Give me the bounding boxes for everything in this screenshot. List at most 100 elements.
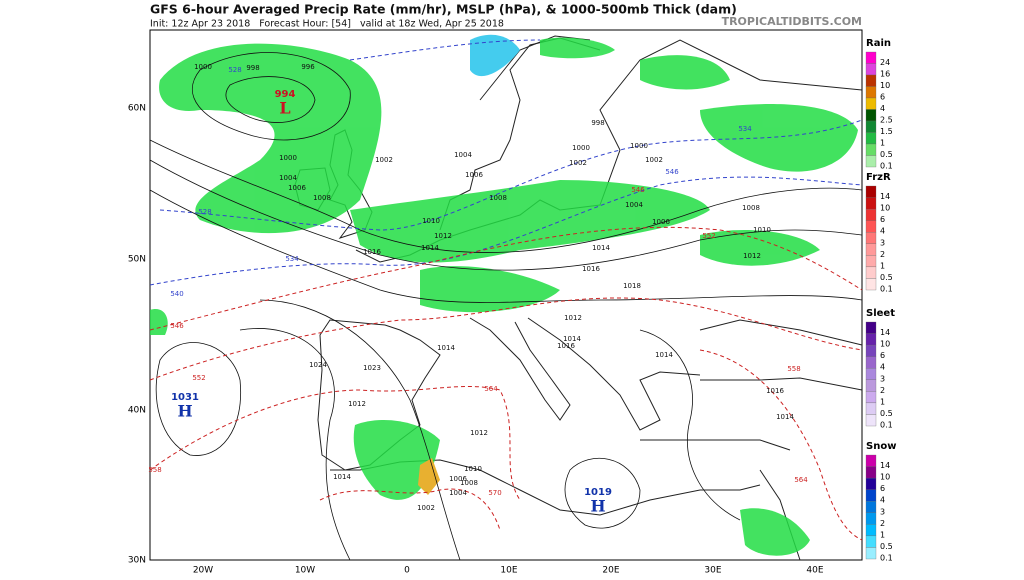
isobar-label: 1012 bbox=[470, 429, 488, 437]
isobar-label: 1006 bbox=[652, 218, 670, 226]
lat-label: 40N bbox=[128, 406, 146, 416]
legend-swatch bbox=[865, 143, 877, 156]
center-pressure: 994 bbox=[275, 89, 296, 100]
legend-tick: 14 bbox=[880, 192, 890, 201]
legend-title: Snow bbox=[866, 441, 896, 452]
legend-tick: 6 bbox=[880, 484, 885, 493]
legend-tick: 16 bbox=[880, 70, 890, 79]
isobar-label: 1000 bbox=[279, 154, 297, 162]
isobar-label: 1010 bbox=[753, 226, 771, 234]
legend-tick: 3 bbox=[880, 238, 885, 247]
thickness-lines bbox=[149, 39, 863, 541]
lon-label: 20E bbox=[602, 566, 619, 576]
thickness-label: 558 bbox=[148, 466, 161, 474]
lon-label: 20W bbox=[193, 566, 213, 576]
isobar-label: 1014 bbox=[333, 473, 351, 481]
thickness-label: 570 bbox=[488, 489, 501, 497]
legend-swatch bbox=[865, 321, 877, 334]
legend-tick: 0.5 bbox=[880, 150, 893, 159]
thickness-label: 540 bbox=[170, 290, 183, 298]
legend-tick: 6 bbox=[880, 215, 885, 224]
legend-swatch bbox=[865, 120, 877, 133]
thickness-label: 534 bbox=[285, 255, 299, 263]
isobar-label: 1002 bbox=[569, 159, 587, 167]
thickness-label: 564 bbox=[484, 385, 498, 393]
legend-swatch bbox=[865, 489, 877, 502]
legend-swatch bbox=[865, 109, 877, 122]
isobar-label: 1012 bbox=[434, 232, 452, 240]
legend-swatch bbox=[865, 243, 877, 256]
isobar-label: 998 bbox=[591, 119, 604, 127]
legend-swatch bbox=[865, 86, 877, 99]
legend-tick: 14 bbox=[880, 461, 890, 470]
thickness-label: 558 bbox=[787, 365, 800, 373]
legend-swatch bbox=[865, 535, 877, 548]
map bbox=[149, 29, 863, 561]
lat-label: 60N bbox=[128, 104, 146, 114]
isobar-label: 1016 bbox=[363, 248, 381, 256]
isobar-label: 1014 bbox=[592, 244, 610, 252]
isobar-label: 1004 bbox=[449, 489, 467, 497]
legend-tick: 4 bbox=[880, 227, 885, 236]
axes: 60N 50N 40N 30N 20W 10W 0 10E 20E 30E 40E bbox=[128, 104, 824, 576]
legend-swatch bbox=[865, 132, 877, 145]
legend-swatch bbox=[865, 379, 877, 392]
legend-swatch bbox=[865, 197, 877, 210]
legend-tick: 10 bbox=[880, 204, 890, 213]
legend-tick: 4 bbox=[880, 104, 885, 113]
legend-tick: 10 bbox=[880, 473, 890, 482]
isobar-label: 1012 bbox=[348, 400, 366, 408]
title: GFS 6-hour Averaged Precip Rate (mm/hr),… bbox=[150, 2, 737, 17]
subtitle: Init: 12z Apr 23 2018 Forecast Hour: [54… bbox=[150, 19, 504, 30]
legend-swatch bbox=[865, 97, 877, 110]
legend-tick: 0.5 bbox=[880, 273, 893, 282]
legend-swatch bbox=[865, 185, 877, 198]
legend-swatch bbox=[865, 344, 877, 357]
thickness-label: 546 bbox=[631, 186, 645, 194]
isobar-label: 1014 bbox=[776, 413, 794, 421]
isobar-label: 1004 bbox=[625, 201, 643, 209]
legend: Rain241610642.51.510.50.1FrzR1410643210.… bbox=[865, 38, 896, 563]
center-pressure: 1031 bbox=[171, 392, 199, 403]
isobar-label: 1008 bbox=[742, 204, 760, 212]
heavy-precip bbox=[418, 458, 440, 495]
thickness-label: 528 bbox=[198, 208, 211, 216]
legend-tick: 10 bbox=[880, 340, 890, 349]
legend-tick: 2 bbox=[880, 386, 885, 395]
isobar-label: 1006 bbox=[288, 184, 306, 192]
legend-tick: 1 bbox=[880, 397, 885, 406]
legend-swatch bbox=[865, 255, 877, 268]
isobar-label: 1002 bbox=[375, 156, 393, 164]
lat-label: 30N bbox=[128, 556, 146, 566]
isobar-label: 1004 bbox=[279, 174, 297, 182]
lon-label: 10W bbox=[295, 566, 315, 576]
isobar-label: 1004 bbox=[454, 151, 472, 159]
legend-tick: 2 bbox=[880, 519, 885, 528]
isobar-label: 1014 bbox=[437, 344, 455, 352]
isobar-label: 1000 bbox=[572, 144, 590, 152]
legend-tick: 1 bbox=[880, 530, 885, 539]
legend-swatch bbox=[865, 232, 877, 244]
legend-swatch bbox=[865, 51, 877, 64]
legend-tick: 0.1 bbox=[880, 421, 893, 430]
isobar-label: 1000 bbox=[194, 63, 212, 71]
legend-tick: 1 bbox=[880, 139, 885, 148]
legend-tick: 0.1 bbox=[880, 162, 893, 171]
thickness-label: 546 bbox=[170, 322, 184, 330]
legend-swatch bbox=[865, 356, 877, 369]
legend-tick: 3 bbox=[880, 507, 885, 516]
legend-swatch bbox=[865, 278, 877, 291]
thickness-label: 564 bbox=[794, 476, 808, 484]
legend-swatch bbox=[865, 547, 877, 560]
legend-tick: 3 bbox=[880, 374, 885, 383]
legend-tick: 0.1 bbox=[880, 285, 893, 294]
legend-tick: 2 bbox=[880, 250, 885, 259]
thickness-label: 528 bbox=[228, 66, 241, 74]
legend-tick: 6 bbox=[880, 93, 885, 102]
site-name: TROPICALTIDBITS.COM bbox=[722, 15, 862, 28]
isobar-label: 1014 bbox=[655, 351, 673, 359]
legend-tick: 0.1 bbox=[880, 554, 893, 563]
thickness-label: 552 bbox=[702, 232, 715, 240]
